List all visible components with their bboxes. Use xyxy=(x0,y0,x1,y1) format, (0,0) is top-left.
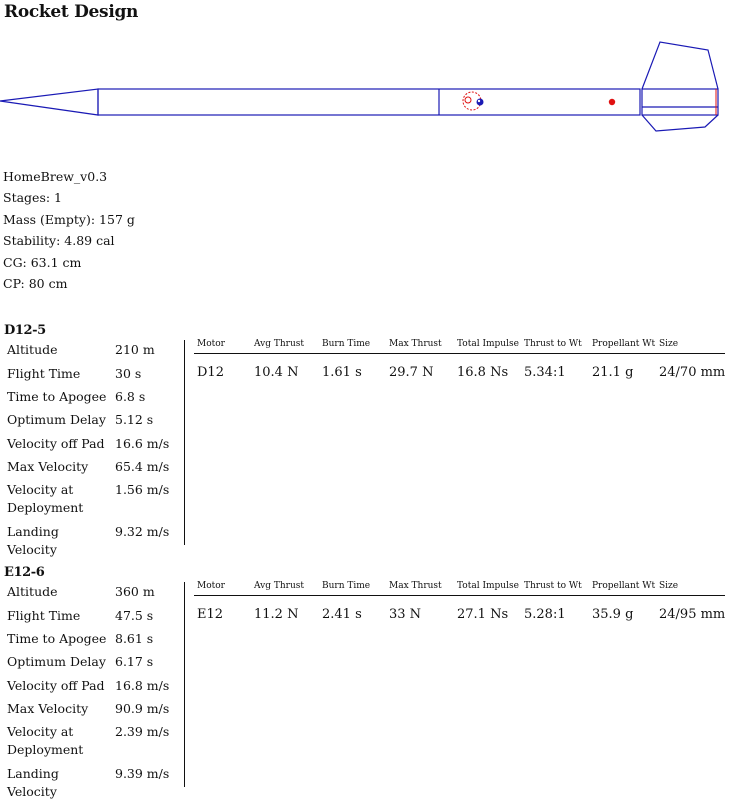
motor-cell-propellant-wt: 35.9 g xyxy=(592,607,634,622)
column-divider xyxy=(184,582,185,787)
stat-value: 47.5 s xyxy=(115,608,154,623)
stat-value: 5.12 s xyxy=(115,412,154,427)
stat-label: Velocity off Pad xyxy=(7,678,105,693)
config-name: E12-6 xyxy=(4,565,45,580)
motor-column-header: Size xyxy=(659,339,679,349)
motor-column-header: Propellant Wt xyxy=(592,339,656,349)
motor-cell-thrust-to-wt: 5.34:1 xyxy=(524,365,566,380)
stat-label: Velocity at Deployment xyxy=(7,724,84,757)
stat-label: Landing Velocity xyxy=(7,524,59,557)
empty-mass: Mass (Empty): 157 g xyxy=(3,211,135,227)
stat-value: 1.56 m/s xyxy=(115,482,170,497)
motor-column-header: Size xyxy=(659,581,679,591)
motor-column-header: Total Impulse xyxy=(457,581,519,591)
stat-value: 9.32 m/s xyxy=(115,524,170,539)
motor-column-header: Thrust to Wt xyxy=(524,339,582,349)
motor-column-header: Motor xyxy=(197,339,225,349)
config-name: D12-5 xyxy=(4,323,46,338)
stat-label: Max Velocity xyxy=(7,701,89,716)
fin-lower xyxy=(641,114,719,132)
fin-upper xyxy=(641,41,719,90)
motor-cell-total-impulse: 16.8 Ns xyxy=(457,365,509,380)
motor-column-header: Motor xyxy=(197,581,225,591)
motor-cell-burn-time: 1.61 s xyxy=(322,365,362,380)
motor-cell-size: 24/70 mm xyxy=(659,365,726,380)
stat-value: 9.39 m/s xyxy=(115,766,170,781)
stat-value: 8.61 s xyxy=(115,631,154,646)
stat-value: 360 m xyxy=(115,584,155,599)
rocket-info: HomeBrew_v0.3 Stages: 1 Mass (Empty): 15… xyxy=(3,166,135,294)
motor-cell-thrust-to-wt: 5.28:1 xyxy=(524,607,566,622)
motor-cell-avg-thrust: 11.2 N xyxy=(254,607,299,622)
motor-column-header: Avg Thrust xyxy=(254,339,304,349)
stat-value: 6.8 s xyxy=(115,389,146,404)
motor-column-header: Burn Time xyxy=(322,339,371,349)
column-divider xyxy=(184,340,185,545)
motor-cell-motor: E12 xyxy=(197,607,224,622)
stat-label: Max Velocity xyxy=(7,459,89,474)
stat-value: 90.9 m/s xyxy=(115,701,170,716)
rocket-name: HomeBrew_v0.3 xyxy=(3,169,108,184)
rocket-diagram xyxy=(0,41,719,132)
cg-cp-marker xyxy=(462,91,484,111)
center-of-gravity: CG: 63.1 cm xyxy=(3,254,82,270)
stat-value: 2.39 m/s xyxy=(115,724,170,739)
motor-column-header: Burn Time xyxy=(322,581,371,591)
cg-mark xyxy=(608,98,616,106)
stat-label: Landing Velocity xyxy=(7,766,59,799)
stat-label: Time to Apogee xyxy=(7,389,107,404)
motor-column-header: Total Impulse xyxy=(457,339,519,349)
stat-label: Flight Time xyxy=(7,608,81,623)
stat-value: 6.17 s xyxy=(115,654,154,669)
stat-value: 16.8 m/s xyxy=(115,678,170,693)
motor-column-header: Thrust to Wt xyxy=(524,581,582,591)
stat-label: Optimum Delay xyxy=(7,654,106,669)
motor-cell-propellant-wt: 21.1 g xyxy=(592,365,634,380)
motor-cell-avg-thrust: 10.4 N xyxy=(254,365,299,380)
motor-cell-size: 24/95 mm xyxy=(659,607,726,622)
motor-cell-total-impulse: 27.1 Ns xyxy=(457,607,509,622)
stat-label: Altitude xyxy=(7,342,58,357)
center-of-pressure: CP: 80 cm xyxy=(3,276,68,292)
stat-label: Velocity off Pad xyxy=(7,436,105,451)
motor-column-header: Propellant Wt xyxy=(592,581,656,591)
motor-column-header: Avg Thrust xyxy=(254,581,304,591)
stat-value: 65.4 m/s xyxy=(115,459,170,474)
stat-label: Optimum Delay xyxy=(7,412,106,427)
stages-count: Stages: 1 xyxy=(3,190,62,206)
stat-label: Time to Apogee xyxy=(7,631,107,646)
header-rule xyxy=(194,353,725,354)
motor-cell-motor: D12 xyxy=(197,365,224,380)
stat-value: 16.6 m/s xyxy=(115,436,170,451)
stat-label: Velocity at Deployment xyxy=(7,482,84,515)
body-tube xyxy=(97,88,641,116)
booster-tube xyxy=(641,88,719,116)
motor-cell-burn-time: 2.41 s xyxy=(322,607,362,622)
page-title: Rocket Design xyxy=(4,2,139,22)
stat-value: 210 m xyxy=(115,342,155,357)
motor-column-header: Max Thrust xyxy=(389,581,442,591)
motor-cell-max-thrust: 33 N xyxy=(389,607,422,622)
stat-label: Flight Time xyxy=(7,366,81,381)
nose-cone xyxy=(0,88,99,116)
stability: Stability: 4.89 cal xyxy=(3,233,115,249)
stat-value: 30 s xyxy=(115,366,142,381)
motor-column-header: Max Thrust xyxy=(389,339,442,349)
motor-cell-max-thrust: 29.7 N xyxy=(389,365,434,380)
header-rule xyxy=(194,595,725,596)
stat-label: Altitude xyxy=(7,584,58,599)
